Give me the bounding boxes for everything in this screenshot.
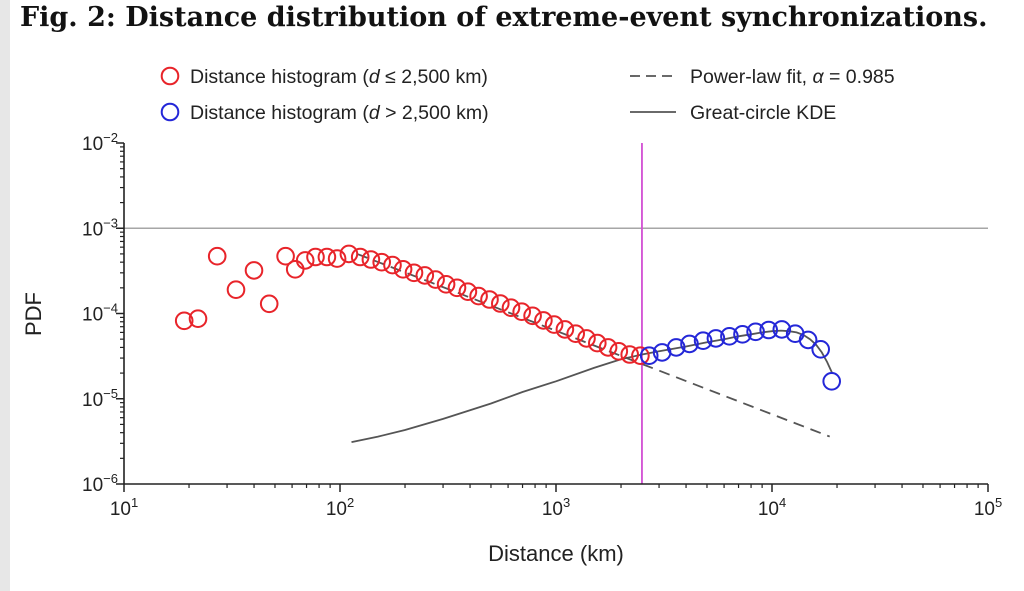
long-distance-point-10: [772, 320, 792, 339]
long-distance-point-4: [693, 331, 713, 351]
x-tick-label-1: 102: [326, 495, 354, 520]
long-distance-point-5: [706, 329, 726, 348]
series-line-great-circle-kde: [351, 329, 834, 443]
long-distance-point-13: [811, 340, 831, 359]
short-distance-point-10: [317, 247, 337, 267]
legend-label-kde: Great-circle KDE: [690, 102, 836, 124]
short-distance-point-27: [501, 298, 521, 318]
long-distance-point-12: [798, 330, 818, 350]
axes: 101 102 103 104 105 10−6 10−5 10−4 10−3 10−2 Dista…: [21, 130, 1002, 566]
short-distance-point-14: [361, 250, 381, 269]
short-distance-point-18: [404, 263, 424, 283]
x-tick-label-2: 103: [542, 495, 570, 520]
series-layer: [174, 244, 842, 443]
long-distance-point-9: [759, 320, 779, 340]
legend-label-fit: Power-law fit, α = 0.985: [690, 66, 895, 88]
short-distance-point-32: [555, 320, 575, 339]
short-distance-point-29: [523, 306, 542, 326]
short-distance-point-35: [588, 333, 607, 353]
y-tick-label-4: 10−2: [82, 130, 118, 155]
short-distance-point-39: [631, 346, 650, 366]
short-distance-point-1: [188, 309, 208, 329]
y-tick-label-1: 10−5: [82, 386, 118, 411]
short-distance-point-17: [393, 260, 413, 279]
long-distance-point-2: [666, 338, 686, 357]
legend: Distance histogram (d ≤ 2,500 km) Distanc…: [160, 66, 895, 124]
y-tick-label-0: 10−6: [82, 471, 118, 496]
short-distance-point-19: [415, 266, 435, 285]
series-line-power-law-fit: [356, 253, 831, 438]
long-distance-point-6: [720, 327, 739, 346]
short-distance-point-26: [491, 294, 510, 313]
short-distance-point-31: [544, 315, 564, 334]
short-distance-point-24: [469, 286, 488, 306]
y-tick-label-2: 10−4: [82, 301, 118, 326]
short-distance-point-16: [383, 255, 402, 275]
short-distance-point-30: [534, 311, 553, 330]
short-distance-point-12: [339, 244, 359, 264]
y-tick-label-3: 10−3: [82, 215, 118, 240]
short-distance-point-3: [226, 280, 246, 300]
short-distance-point-25: [480, 290, 499, 309]
legend-label-long: Distance histogram (d > 2,500 km): [190, 102, 489, 124]
legend-marker-long: [160, 102, 180, 122]
short-distance-point-9: [306, 247, 325, 267]
short-distance-point-0: [174, 311, 194, 331]
long-distance-point-3: [680, 334, 699, 354]
long-distance-point-8: [746, 322, 765, 342]
short-distance-point-33: [566, 324, 586, 344]
short-distance-point-2: [207, 246, 227, 266]
short-distance-point-23: [458, 282, 478, 302]
short-distance-point-6: [276, 246, 295, 266]
short-distance-point-13: [350, 247, 370, 267]
short-distance-point-38: [620, 345, 640, 364]
x-axis-label: Distance (km): [488, 541, 624, 566]
legend-marker-short: [160, 66, 180, 86]
short-distance-point-36: [598, 338, 618, 357]
short-distance-point-21: [436, 275, 456, 294]
x-tick-label-0: 101: [110, 495, 138, 520]
x-tick-label-3: 104: [758, 495, 786, 520]
short-distance-point-20: [426, 270, 445, 289]
x-tick-label-4: 105: [974, 495, 1002, 520]
short-distance-point-5: [259, 294, 279, 314]
short-distance-point-37: [609, 342, 629, 361]
legend-label-short: Distance histogram (d ≤ 2,500 km): [190, 66, 488, 88]
short-distance-point-34: [577, 329, 596, 348]
short-distance-point-8: [295, 251, 315, 270]
left-margin-bar: [0, 0, 10, 591]
long-distance-point-14: [822, 372, 842, 391]
short-distance-point-22: [447, 278, 467, 298]
short-distance-point-15: [372, 252, 392, 272]
short-distance-point-7: [285, 260, 305, 279]
short-distance-point-4: [244, 261, 264, 280]
reference-lines: [124, 143, 988, 484]
short-distance-point-11: [327, 249, 347, 268]
y-axis-label: PDF: [21, 292, 46, 336]
long-distance-point-7: [733, 325, 752, 344]
long-distance-point-0: [639, 346, 659, 366]
figure-title: Fig. 2: Distance distribution of extreme…: [20, 2, 988, 33]
short-distance-point-28: [512, 302, 532, 322]
